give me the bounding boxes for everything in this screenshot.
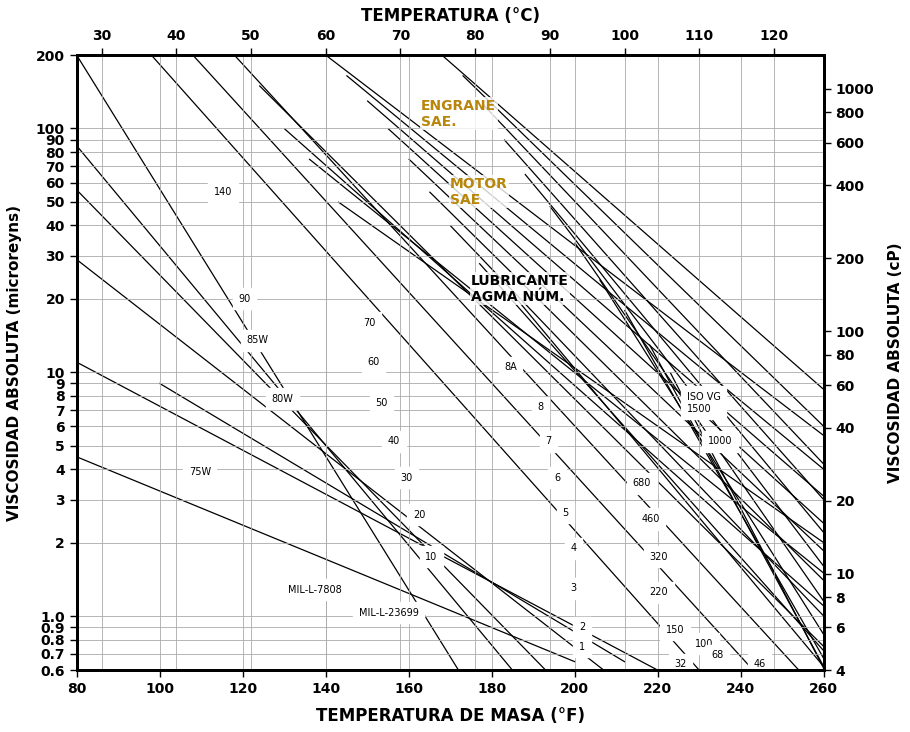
Text: 7: 7 bbox=[546, 436, 551, 447]
Text: 32: 32 bbox=[674, 659, 687, 669]
Text: 60: 60 bbox=[367, 357, 379, 367]
Text: 8: 8 bbox=[537, 402, 543, 412]
Text: 460: 460 bbox=[642, 514, 660, 524]
Y-axis label: VISCOSIDAD ABSOLUTA (microreyns): VISCOSIDAD ABSOLUTA (microreyns) bbox=[7, 205, 22, 520]
Text: 680: 680 bbox=[632, 479, 652, 488]
Text: 40: 40 bbox=[388, 436, 400, 447]
Text: 150: 150 bbox=[666, 624, 684, 635]
Text: 100: 100 bbox=[695, 639, 713, 649]
Text: 68: 68 bbox=[712, 650, 724, 660]
Text: 140: 140 bbox=[214, 187, 232, 197]
Text: 70: 70 bbox=[363, 318, 376, 327]
Text: ENGRANE
SAE.: ENGRANE SAE. bbox=[421, 99, 496, 129]
Text: MOTOR
SAE: MOTOR SAE bbox=[450, 176, 508, 207]
Text: 6: 6 bbox=[554, 473, 560, 482]
Text: 50: 50 bbox=[376, 397, 388, 408]
Text: 10: 10 bbox=[425, 552, 438, 561]
Text: 5: 5 bbox=[562, 508, 569, 518]
Text: 4: 4 bbox=[571, 543, 577, 553]
Text: 75W: 75W bbox=[188, 467, 211, 477]
Text: ISO VG
1500: ISO VG 1500 bbox=[687, 392, 721, 414]
Text: 90: 90 bbox=[238, 294, 251, 304]
X-axis label: TEMPERATURA (°C): TEMPERATURA (°C) bbox=[360, 7, 540, 25]
Text: 30: 30 bbox=[400, 473, 412, 482]
Text: 1000: 1000 bbox=[707, 436, 732, 447]
Text: 80W: 80W bbox=[272, 394, 294, 403]
Text: 3: 3 bbox=[571, 583, 577, 593]
Text: LUBRICANTE
AGMA NÚM.: LUBRICANTE AGMA NÚM. bbox=[471, 274, 569, 304]
Text: 320: 320 bbox=[650, 552, 668, 561]
Text: 2: 2 bbox=[579, 622, 585, 632]
Text: MIL-L-7808: MIL-L-7808 bbox=[288, 585, 342, 595]
Text: 20: 20 bbox=[413, 510, 425, 520]
Text: 8A: 8A bbox=[504, 362, 517, 372]
Text: 220: 220 bbox=[650, 587, 668, 597]
Y-axis label: VISCOSIDAD ABSOLUTA (cP): VISCOSIDAD ABSOLUTA (cP) bbox=[888, 242, 903, 483]
Text: 1: 1 bbox=[579, 641, 585, 651]
X-axis label: TEMPERATURA DE MASA (°F): TEMPERATURA DE MASA (°F) bbox=[316, 707, 585, 725]
Text: 46: 46 bbox=[753, 659, 765, 669]
Text: 85W: 85W bbox=[247, 335, 268, 346]
Text: MIL-L-23699: MIL-L-23699 bbox=[359, 608, 419, 618]
